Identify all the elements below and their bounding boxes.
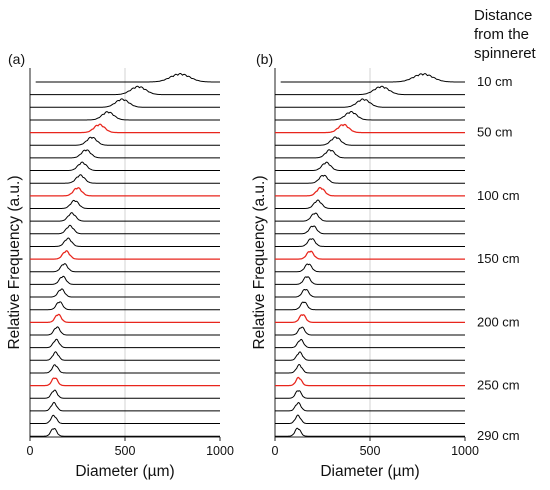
distance-label: 250 cm — [477, 378, 520, 393]
series-trace-190cm — [30, 301, 220, 311]
series-trace-90cm — [30, 174, 220, 184]
series-trace-260cm — [30, 389, 220, 399]
distance-label: 100 cm — [477, 188, 520, 203]
series-trace-250cm — [30, 377, 220, 387]
series-trace-220cm — [275, 338, 465, 349]
series-trace-80cm — [275, 161, 465, 172]
series-trace-110cm — [275, 199, 465, 209]
series-trace-240cm — [30, 364, 220, 374]
series-trace-80cm — [30, 161, 220, 172]
series-trace-120cm — [30, 212, 220, 222]
series-trace-70cm — [30, 149, 220, 159]
y-axis-title: Relative Frequency (a.u.) — [251, 175, 268, 349]
series-trace-210cm — [275, 326, 465, 336]
series-trace-60cm — [30, 136, 220, 146]
x-tick-label: 0 — [27, 444, 34, 458]
panel-label: (a) — [8, 51, 25, 67]
series-trace-180cm — [30, 288, 220, 298]
distance-header-line-1: Distance — [474, 7, 532, 24]
series-trace-230cm — [30, 351, 220, 361]
series-trace-130cm — [275, 225, 465, 235]
series-trace-280cm — [30, 414, 220, 425]
x-axis-title: Diameter (µm) — [320, 463, 419, 480]
series-trace-150cm — [275, 250, 465, 260]
series-trace-210cm — [30, 326, 220, 336]
distance-header: Distance from the spinneret — [474, 7, 537, 62]
series-trace-140cm — [275, 238, 465, 247]
y-axis-title: Relative Frequency (a.u.) — [6, 175, 23, 349]
series-trace-120cm — [275, 212, 465, 222]
distance-label: 290 cm — [477, 428, 520, 443]
series-trace-90cm — [275, 174, 465, 184]
series-trace-50cm — [275, 123, 465, 134]
series-trace-270cm — [275, 402, 465, 412]
panel-label: (b) — [256, 51, 273, 67]
series-trace-260cm — [275, 390, 465, 399]
series-trace-60cm — [275, 136, 465, 146]
distance-label: 200 cm — [477, 314, 520, 329]
x-tick-label: 500 — [115, 444, 136, 458]
series-trace-190cm — [275, 301, 465, 311]
x-tick-label: 500 — [360, 444, 381, 458]
distance-label: 150 cm — [477, 251, 520, 266]
x-tick-label: 1000 — [206, 444, 234, 458]
series-trace-270cm — [30, 401, 220, 412]
series-trace-50cm — [30, 123, 220, 134]
series-trace-160cm — [30, 263, 220, 273]
distance-header-line-2: from the — [474, 26, 529, 43]
series-trace-20cm — [30, 85, 220, 96]
series-trace-280cm — [275, 414, 465, 425]
series-trace-140cm — [30, 237, 220, 247]
distance-label: 10 cm — [477, 74, 512, 89]
series-trace-30cm — [30, 98, 220, 108]
series-trace-290cm — [30, 428, 220, 437]
x-tick-label: 0 — [272, 444, 279, 458]
series-trace-40cm — [275, 110, 465, 121]
series-trace-200cm — [30, 313, 220, 323]
distance-header-line-3: spinneret — [474, 45, 537, 62]
series-trace-230cm — [275, 351, 465, 361]
series-trace-10cm — [35, 72, 220, 83]
series-trace-40cm — [30, 111, 220, 121]
x-tick-label: 1000 — [451, 444, 479, 458]
series-trace-170cm — [30, 275, 220, 285]
series-trace-290cm — [275, 427, 465, 437]
panel-b: (b) 0 500 1000 Diameter (µm) Relative Frequen… — [251, 51, 479, 480]
series-trace-170cm — [275, 276, 465, 285]
series-trace-240cm — [275, 363, 465, 374]
series-trace-20cm — [275, 85, 465, 96]
series-trace-180cm — [275, 288, 465, 298]
series-trace-100cm — [30, 187, 220, 197]
series-trace-30cm — [275, 98, 465, 108]
series-trace-160cm — [275, 263, 465, 273]
series-trace-70cm — [275, 149, 465, 159]
distance-labels: 10 cm 50 cm 100 cm 150 cm 200 cm 250 cm 290 cm — [477, 74, 520, 443]
series-trace-100cm — [275, 186, 465, 197]
series-trace-110cm — [30, 199, 220, 209]
panel-a: (a) 0 500 1000 Diameter (µm) Relative Frequen… — [6, 51, 234, 480]
series-trace-200cm — [275, 314, 465, 323]
series-trace-10cm — [280, 73, 465, 83]
series-trace-220cm — [30, 338, 220, 349]
x-axis-title: Diameter (µm) — [75, 463, 174, 480]
distance-label: 50 cm — [477, 125, 512, 140]
series-trace-130cm — [30, 224, 220, 235]
series-trace-250cm — [275, 376, 465, 387]
series-trace-150cm — [30, 250, 220, 260]
